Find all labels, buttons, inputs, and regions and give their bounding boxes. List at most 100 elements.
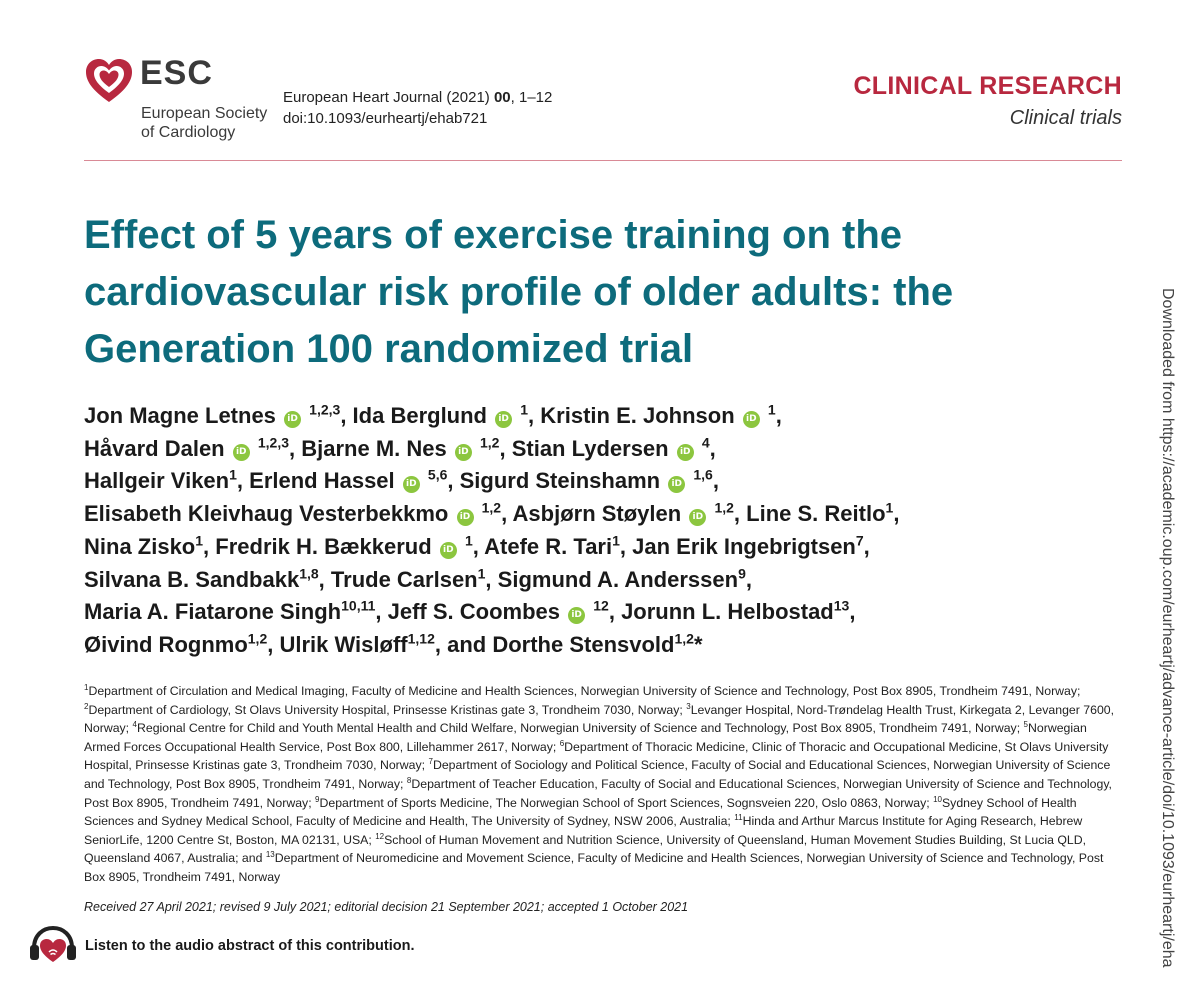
header-divider xyxy=(84,160,1122,161)
author-affiliation-ref: 1 xyxy=(229,467,237,484)
author-affiliation-ref: 1 xyxy=(477,565,486,582)
author-name[interactable]: Jon Magne Letnes xyxy=(84,403,276,428)
affiliation-text: Department of Cardiology, St Olavs Unive… xyxy=(88,702,687,717)
author-affiliation-ref: 1 xyxy=(612,532,620,549)
affiliation-number: 6 xyxy=(559,738,565,748)
author-name[interactable]: Dorthe Stensvold xyxy=(492,631,675,657)
affiliation-number: 1 xyxy=(84,682,89,692)
author-separator: , xyxy=(893,501,900,527)
author-name[interactable]: Hallgeir Viken xyxy=(84,468,230,494)
author-separator: , xyxy=(289,435,302,461)
affiliation-text: Norwegian Armed Forces Occupational Heal… xyxy=(84,721,1087,754)
author-separator: , xyxy=(340,403,353,428)
author-affiliation-ref: 1,2,3 xyxy=(309,401,341,418)
author-name[interactable]: Nina Zisko xyxy=(84,533,196,559)
orcid-icon[interactable]: iD xyxy=(456,509,474,527)
author-name[interactable]: Silvana B. Sandbakk xyxy=(84,566,300,592)
author-separator: , xyxy=(849,599,856,625)
author-affiliation-ref: 1 xyxy=(767,401,776,418)
logo-society-name: European Society of Cardiology xyxy=(141,104,267,142)
article-title: Effect of 5 years of exercise training o… xyxy=(84,213,954,371)
author-separator: , xyxy=(203,533,216,559)
author-name[interactable]: Asbjørn Støylen xyxy=(512,501,682,527)
author-affiliation-ref: 1 xyxy=(464,532,473,549)
affiliation-number: 2 xyxy=(84,701,89,711)
affiliation-text: Sydney School of Health Sciences and Syd… xyxy=(84,795,1077,829)
author-affiliation-ref: 1 xyxy=(195,532,204,549)
author-separator: , xyxy=(267,631,280,657)
orcid-icon[interactable]: iD xyxy=(439,541,457,559)
author-affiliation-ref: 13 xyxy=(833,597,850,614)
affiliation-text: Department of Teacher Education, Faculty… xyxy=(84,776,1112,810)
author-separator: , xyxy=(375,599,388,625)
author-affiliation-ref: 1,6 xyxy=(693,467,713,484)
author-name[interactable]: Ida Berglund xyxy=(352,403,487,428)
author-affiliation-ref: 1 xyxy=(885,499,894,516)
article-section: CLINICAL RESEARCH Clinical trials xyxy=(853,72,1122,130)
article-dates: Received 27 April 2021; revised 9 July 2… xyxy=(84,900,689,914)
author-separator: , xyxy=(863,533,870,559)
author-affiliation-ref: 1,2 xyxy=(481,499,502,516)
author-name[interactable]: Maria A. Fiatarone Singh xyxy=(84,599,342,625)
orcid-icon[interactable]: iD xyxy=(689,509,707,527)
author-name[interactable]: Øivind Rognmo xyxy=(84,631,248,657)
esc-logo[interactable]: ESC European Society of Cardiology xyxy=(84,54,284,146)
author-affiliation-ref: 4 xyxy=(701,434,710,451)
author-separator: , xyxy=(775,403,782,428)
author-separator: , xyxy=(619,533,633,559)
orcid-icon[interactable]: iD xyxy=(742,411,760,428)
affiliation-text: Department of Sports Medicine, The Norwe… xyxy=(319,795,934,810)
affiliation-number: 7 xyxy=(428,757,433,767)
author-separator: , xyxy=(485,566,498,592)
author-name[interactable]: Atefe R. Tari xyxy=(484,533,613,559)
author-separator: , xyxy=(447,468,460,494)
author-name[interactable]: Bjarne M. Nes xyxy=(301,435,447,461)
orcid-icon[interactable]: iD xyxy=(495,411,513,428)
author-separator: , xyxy=(318,566,331,592)
affiliation-number: 5 xyxy=(1023,720,1028,730)
orcid-icon[interactable]: iD xyxy=(454,443,472,461)
author-name[interactable]: Kristin E. Johnson xyxy=(540,403,735,428)
author-name[interactable]: Elisabeth Kleivhaug Vesterbekkmo xyxy=(84,501,449,527)
author-affiliation-ref: 1,2 xyxy=(480,434,500,451)
affiliation-text: Department of Circulation and Medical Im… xyxy=(88,684,1081,698)
author-name[interactable]: Jorunn L. Helbostad xyxy=(621,599,834,625)
author-name[interactable]: Trude Carlsen xyxy=(330,566,478,592)
author-affiliation-ref: 9 xyxy=(738,565,746,582)
orcid-icon[interactable]: iD xyxy=(676,443,694,461)
author-name[interactable]: Line S. Reitlo xyxy=(746,501,886,527)
author-name[interactable]: Erlend Hassel xyxy=(249,468,395,494)
author-name[interactable]: Jeff S. Coombes xyxy=(387,599,560,625)
orcid-icon[interactable]: iD xyxy=(668,476,686,494)
orcid-icon[interactable]: iD xyxy=(568,607,586,625)
journal-name: European Heart Journal (2021) xyxy=(283,89,490,106)
orcid-icon[interactable]: iD xyxy=(402,476,420,494)
orcid-icon[interactable]: iD xyxy=(232,443,250,461)
affiliation-number: 11 xyxy=(734,813,743,823)
heart-logo-icon xyxy=(86,59,132,102)
author-affiliation-ref: 1,2 xyxy=(247,630,268,647)
author-name[interactable]: Sigmund A. Anderssen xyxy=(497,566,739,592)
author-name[interactable]: Fredrik H. Bækkerud xyxy=(215,533,432,559)
affiliation-text: Hinda and Arthur Marcus Institute for Ag… xyxy=(84,814,1083,847)
section-subcategory: Clinical trials xyxy=(1009,107,1122,129)
affiliation-number: 4 xyxy=(132,720,137,730)
author-name[interactable]: Ulrik Wisløff xyxy=(279,631,408,657)
affiliation-text: Levanger Hospital, Nord-Trøndelag Health… xyxy=(84,702,1115,736)
author-name[interactable]: Stian Lydersen xyxy=(511,435,669,461)
author-affiliation-ref: 1 xyxy=(520,401,529,418)
author-name[interactable]: Håvard Dalen xyxy=(84,435,225,461)
download-watermark-text: Downloaded from https://academic.oup.com… xyxy=(1159,288,1176,968)
logo-abbreviation: ESC xyxy=(140,54,213,92)
audio-abstract[interactable]: Listen to the audio abstract of this con… xyxy=(28,924,628,964)
journal-doi[interactable]: doi:10.1093/eurheartj/ehab721 xyxy=(283,110,488,127)
author-name[interactable]: Sigurd Steinshamn xyxy=(459,468,661,494)
author-list: Jon Magne Letnes iD 1,2,3, Ida Berglund … xyxy=(84,400,1124,662)
audio-abstract-link[interactable]: Listen to the audio abstract of this con… xyxy=(85,938,415,954)
author-separator: , xyxy=(712,468,719,494)
author-affiliation-ref: 5,6 xyxy=(427,467,448,484)
author-name[interactable]: Jan Erik Ingebrigtsen xyxy=(632,533,856,559)
author-separator: * xyxy=(693,631,703,657)
orcid-icon[interactable]: iD xyxy=(284,411,302,428)
affiliation-number: 12 xyxy=(375,831,385,841)
